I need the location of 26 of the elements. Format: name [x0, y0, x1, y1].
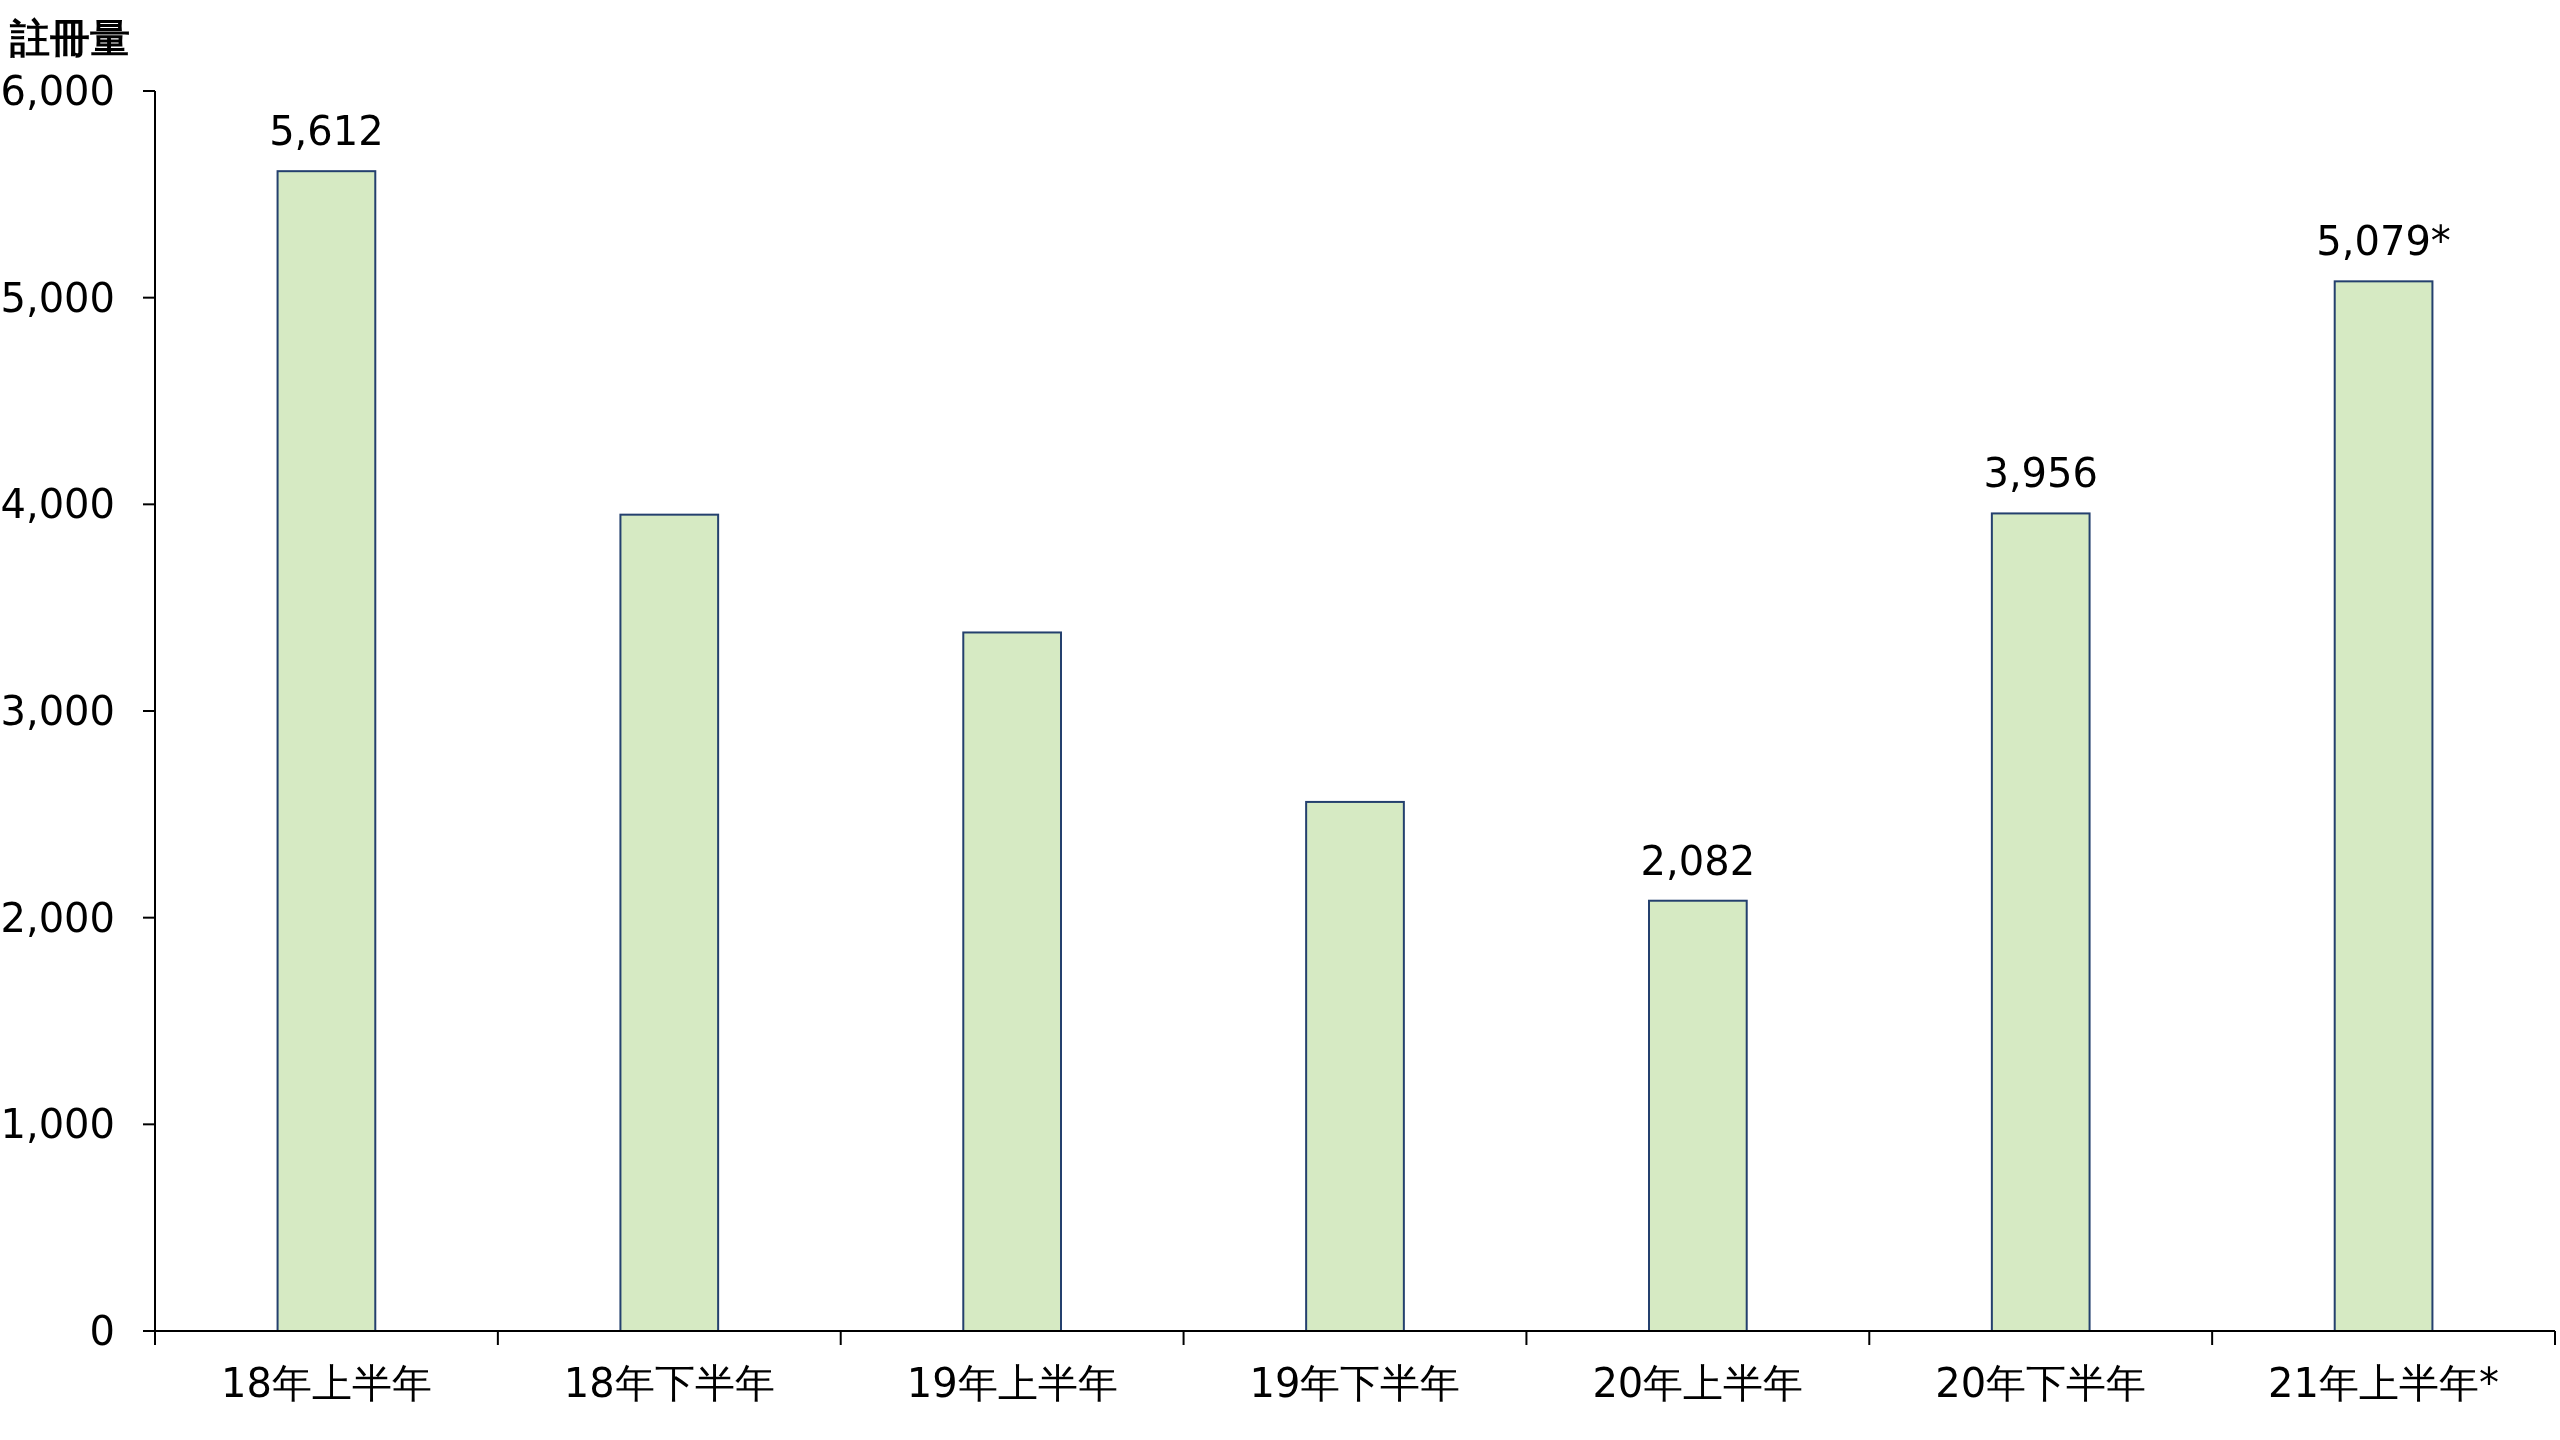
bar: [1305, 800, 1405, 1332]
x-tick-label: 20年上半年: [1592, 1360, 1804, 1406]
data-label: 3,956: [1983, 450, 2098, 497]
y-tick-label: 5,000: [0, 274, 115, 321]
bar: [962, 631, 1062, 1332]
x-tick-label: 19年下半年: [1249, 1360, 1461, 1406]
data-label: 5,079*: [2316, 218, 2451, 265]
y-tick-label: 6,000: [0, 68, 115, 114]
x-tick-label: 18年下半年: [563, 1360, 775, 1406]
bar: [1990, 512, 2091, 1332]
data-label: 5,612: [269, 108, 384, 155]
y-tick-label: 1,000: [0, 1101, 115, 1148]
data-label: 2,082: [1640, 837, 1756, 884]
x-tick-label: 19年上半年: [906, 1360, 1118, 1406]
bar: [619, 513, 720, 1332]
x-tick-label: 18年上半年: [220, 1360, 432, 1406]
bar: [2333, 280, 2434, 1332]
y-axis-title: 註冊量: [9, 15, 130, 61]
bar: [1648, 899, 1748, 1332]
bar: [276, 170, 377, 1332]
y-tick-label: 3,000: [0, 688, 115, 734]
y-tick-label: 4,000: [0, 481, 115, 528]
x-tick-label: 21年上半年*: [2268, 1360, 2500, 1406]
y-tick-label: 2,000: [0, 894, 115, 941]
x-tick-label: 20年下半年: [1935, 1360, 2147, 1406]
y-tick-label: 0: [89, 1308, 115, 1354]
